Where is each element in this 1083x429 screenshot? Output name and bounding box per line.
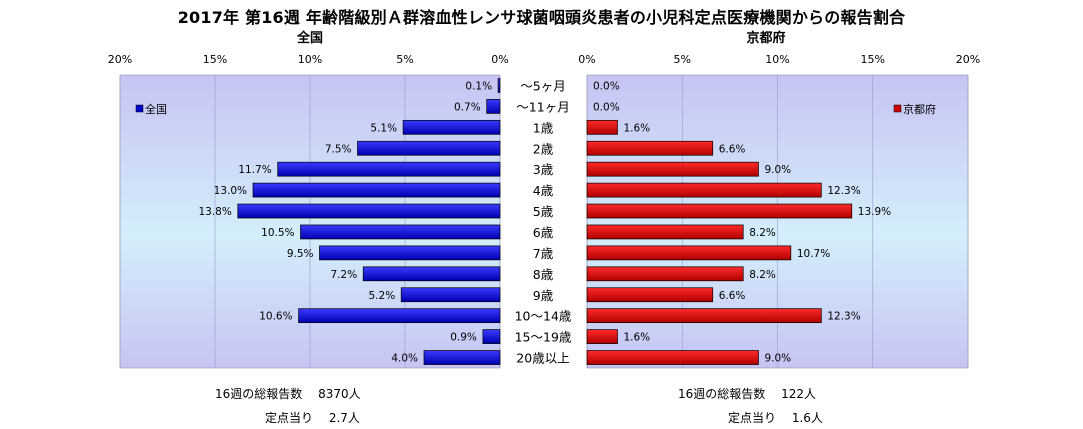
right-legend-swatch	[893, 104, 902, 113]
age-category-label: 4歳	[533, 183, 554, 198]
left-bar	[486, 99, 501, 114]
right-value-label: 9.0%	[764, 164, 791, 176]
right-bar	[586, 203, 853, 219]
left-tick-label: 10%	[298, 53, 322, 66]
right-value-label: 12.3%	[827, 311, 860, 323]
left-bar	[237, 203, 501, 219]
age-category-label: 8歳	[533, 267, 554, 282]
left-value-label: 7.2%	[331, 269, 358, 281]
right-bar	[586, 350, 759, 365]
left-value-label: 0.7%	[454, 101, 481, 113]
right-bar	[586, 266, 744, 282]
right-value-label: 1.6%	[623, 122, 650, 134]
right-bar	[586, 245, 792, 261]
age-category-label: 9歳	[533, 288, 554, 303]
left-bar	[497, 78, 501, 93]
left-value-label: 10.6%	[259, 311, 292, 323]
right-total-reports: 16週の総報告数 122人	[678, 387, 816, 401]
left-value-label: 4.0%	[391, 353, 418, 365]
right-bar	[586, 287, 714, 303]
left-value-label: 13.8%	[198, 206, 231, 218]
right-bar	[586, 182, 822, 198]
left-bar	[357, 140, 501, 156]
left-tick-label: 20%	[108, 53, 132, 66]
left-value-label: 7.5%	[325, 143, 352, 155]
left-legend-swatch	[135, 104, 144, 113]
left-value-label: 10.5%	[261, 227, 294, 239]
age-category-label: 1歳	[533, 120, 554, 135]
right-value-label: 0.0%	[593, 80, 620, 92]
left-value-label: 5.2%	[369, 290, 396, 302]
left-bar	[400, 287, 501, 303]
right-tick-label: 20%	[956, 53, 980, 66]
left-per-sentinel: 定点当り 2.7人	[265, 411, 360, 425]
right-bar	[586, 140, 714, 156]
left-tick-label: 5%	[396, 53, 413, 66]
age-category-label: 3歳	[533, 162, 554, 177]
left-bar	[319, 245, 501, 261]
right-value-label: 12.3%	[827, 185, 860, 197]
right-bar	[586, 119, 618, 135]
left-bar	[252, 182, 501, 198]
right-value-label: 13.9%	[858, 206, 891, 218]
age-category-label: 10～14歳	[515, 309, 572, 324]
left-bar	[300, 224, 501, 240]
left-bar	[402, 119, 501, 135]
age-category-label: 15～19歳	[515, 330, 572, 345]
right-value-label: 6.6%	[719, 290, 746, 302]
right-value-label: 8.2%	[749, 269, 776, 281]
left-value-label: 11.7%	[238, 164, 271, 176]
age-category-label: 6歳	[533, 225, 554, 240]
right-value-label: 8.2%	[749, 227, 776, 239]
left-bar	[482, 329, 501, 344]
age-category-label: ～11ヶ月	[516, 99, 569, 114]
age-category-label: ～5ヶ月	[520, 78, 565, 93]
left-legend-label: 全国	[145, 102, 167, 116]
right-tick-label: 5%	[674, 53, 691, 66]
left-value-label: 13.0%	[214, 185, 247, 197]
right-bar	[586, 308, 822, 324]
age-category-label: 2歳	[533, 141, 554, 156]
age-category-label: 7歳	[533, 246, 554, 261]
left-value-label: 5.1%	[370, 122, 397, 134]
right-value-label: 9.0%	[764, 353, 791, 365]
right-panel-title: 京都府	[746, 30, 785, 46]
left-value-label: 9.5%	[287, 248, 314, 260]
left-panel-title: 全国	[296, 30, 323, 46]
right-bar	[586, 329, 618, 344]
age-category-label: 5歳	[533, 204, 554, 219]
right-tick-label: 10%	[765, 53, 789, 66]
right-bar	[586, 224, 744, 240]
left-bar	[298, 308, 501, 324]
age-category-label: 20歳以上	[516, 351, 569, 366]
left-bar	[423, 350, 501, 365]
right-value-label: 1.6%	[623, 332, 650, 344]
right-per-sentinel: 定点当り 1.6人	[728, 411, 823, 425]
left-value-label: 0.1%	[465, 80, 492, 92]
right-bar	[586, 161, 759, 177]
chart-title: 2017年 第16週 年齢階級別Ａ群溶血性レンサ球菌咽頭炎患者の小児科定点医療機…	[177, 8, 906, 27]
right-tick-label: 0%	[578, 53, 595, 66]
left-tick-label: 0%	[491, 53, 508, 66]
right-legend-label: 京都府	[903, 102, 936, 116]
left-bar	[362, 266, 501, 282]
right-value-label: 10.7%	[797, 248, 830, 260]
left-value-label: 0.9%	[450, 332, 477, 344]
left-bar	[277, 161, 501, 177]
right-tick-label: 15%	[861, 53, 885, 66]
left-total-reports: 16週の総報告数 8370人	[215, 387, 361, 401]
right-value-label: 6.6%	[719, 143, 746, 155]
right-value-label: 0.0%	[593, 101, 620, 113]
left-tick-label: 15%	[203, 53, 227, 66]
